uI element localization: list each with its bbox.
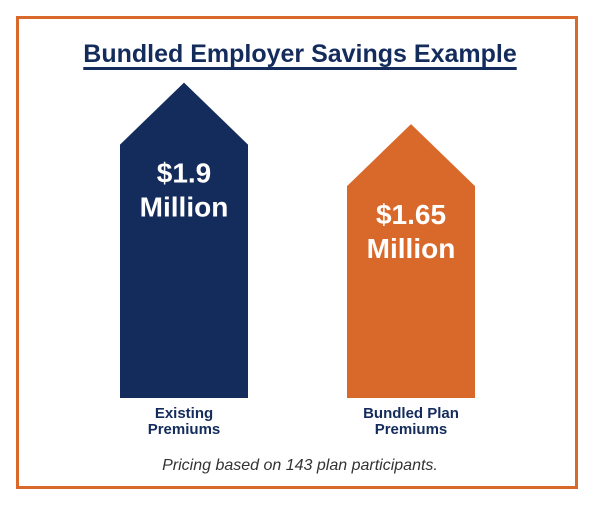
category-label-1-line-2: Premiums: [148, 421, 221, 438]
bar-2-value-label-line-2: Million: [367, 233, 456, 264]
category-label-2-line-2: Premiums: [375, 421, 448, 438]
bars-group: $1.9MillionExistingPremiums$1.65MillionB…: [120, 82, 475, 438]
bar-2-value-label-line-1: $1.65: [376, 199, 446, 230]
chart-frame: [16, 16, 578, 489]
footnote: Pricing based on 143 plan participants.: [162, 457, 438, 474]
chart-title: Bundled Employer Savings Example: [83, 40, 517, 68]
category-label-2-line-1: Bundled Plan: [363, 405, 459, 422]
bar-1: [120, 82, 248, 398]
bar-1-value-label-line-2: Million: [140, 192, 229, 223]
bar-1-value-label-line-1: $1.9: [157, 158, 212, 189]
category-label-1-line-1: Existing: [155, 405, 213, 422]
bar-2: [347, 124, 475, 398]
